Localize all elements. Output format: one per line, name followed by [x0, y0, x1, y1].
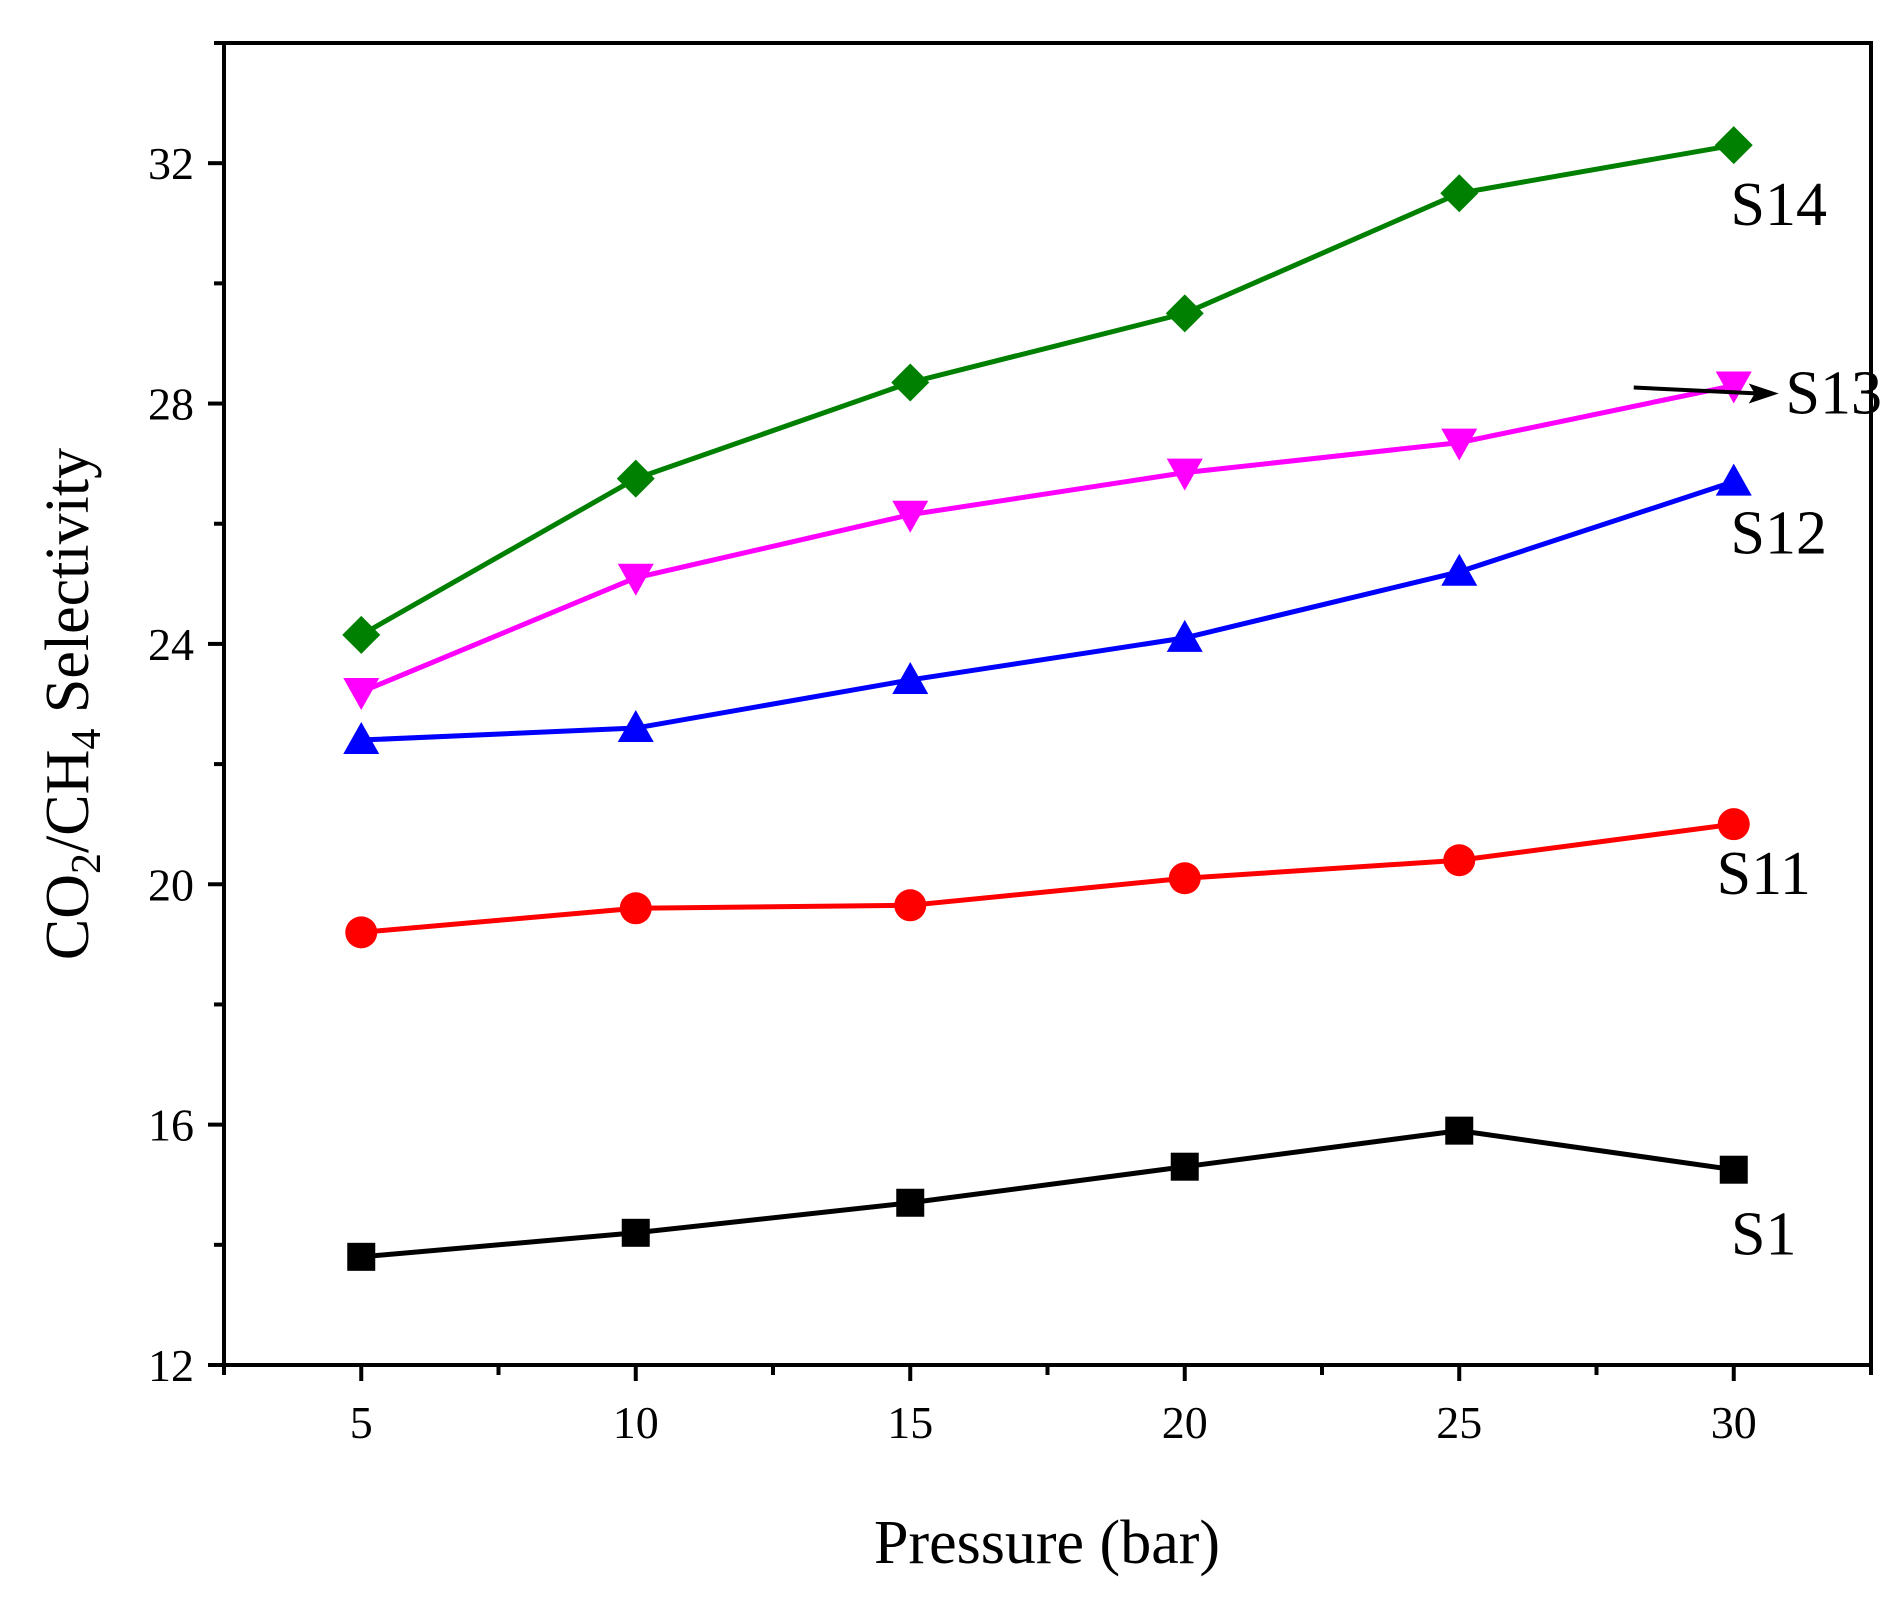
data-point: S13: 30, 28.3: [1715, 371, 1752, 404]
data-point: S14: 15, 28.35: [891, 363, 930, 402]
data-point: S12: 30, 26.7: [1715, 463, 1752, 496]
y-title-subscript: 2: [64, 853, 110, 874]
data-point: S11: 30, 21: [1717, 808, 1750, 841]
y-tick-label: 12: [148, 1340, 194, 1391]
data-point: S1: 5, 13.8: [347, 1242, 376, 1271]
series-label-s13: S13: [1786, 360, 1882, 428]
series-label-s11: S11: [1717, 840, 1811, 908]
data-point: S11: 20, 20.1: [1168, 862, 1201, 895]
y-axis-ticks: 12 16 20 24 28 32: [148, 41, 224, 1391]
data-point: S13: 25, 27.35: [1441, 428, 1478, 461]
x-axis-title: Pressure (bar): [874, 1509, 1220, 1577]
annotation-arrow-head: [1748, 383, 1779, 404]
plot-frame: [222, 41, 1873, 1367]
data-point: S13: 20, 26.85: [1166, 458, 1203, 491]
y-title-text: Selectivity: [34, 448, 102, 729]
data-point: S14: 25, 31.5: [1440, 174, 1479, 213]
series-line: [360, 383, 1735, 695]
data-point: S14: 20, 29.5: [1165, 294, 1204, 333]
x-tick-label: 25: [1436, 1397, 1482, 1448]
series-s11: S11: 5, 19.2 S11: 10, 19.6 S11: 15, 19.65 S…: [345, 808, 1750, 949]
data-point: S12: 25, 25.2: [1441, 553, 1478, 586]
data-point: S12: 15, 23.4: [892, 661, 929, 694]
data-point: S1: 20, 15.3: [1170, 1152, 1199, 1181]
series-s13: S13: 5, 23.2 S13: 10, 25.1 S13: 15, 26.15 S…: [343, 371, 1752, 710]
data-point: S13: 15, 26.15: [892, 500, 929, 533]
x-tick-label: 10: [613, 1397, 659, 1448]
data-point: S12: 20, 24.1: [1166, 619, 1203, 652]
series-line: [361, 479, 1735, 743]
data-point: S12: 10, 22.6: [617, 710, 654, 743]
data-point: S11: 15, 19.65: [894, 889, 927, 922]
series-line: [360, 142, 1735, 638]
y-title-text: CO: [34, 874, 102, 960]
y-tick-label: 28: [148, 379, 194, 430]
series-layer: S1: 5, 13.8 S1: 10, 14.2 S1: 15, 14.7 S1: 2…: [342, 126, 1753, 1271]
x-axis-ticks: 5 10 15 20 25 30: [222, 1365, 1873, 1448]
annotation-layer: S14 S13 S12 S11 S1: [1633, 171, 1882, 1269]
y-tick-label: 24: [148, 619, 194, 670]
data-point: S14: 5, 24.15: [342, 615, 381, 654]
data-point: S11: 10, 19.6: [619, 892, 652, 925]
data-point: S1: 10, 14.2: [621, 1218, 650, 1247]
data-point: S13: 10, 25.1: [617, 563, 654, 596]
x-tick-label: 30: [1711, 1397, 1757, 1448]
data-point: S14: 30, 32.3: [1714, 126, 1753, 165]
series-line: [361, 821, 1735, 935]
x-tick-label: 5: [350, 1397, 373, 1448]
data-point: S14: 10, 26.75: [616, 459, 655, 498]
x-tick-label: 20: [1162, 1397, 1208, 1448]
series-s12: S12: 5, 22.4 S12: 10, 22.6 S12: 15, 23.4 S1…: [343, 463, 1752, 755]
data-point: S11: 25, 20.4: [1443, 844, 1476, 877]
series-label-s1: S1: [1731, 1201, 1796, 1269]
data-point: S12: 5, 22.4: [343, 722, 380, 755]
y-tick-label: 32: [148, 138, 194, 189]
y-axis-title: CO2/CH4 Selectivity: [34, 448, 110, 960]
data-point: S1: 30, 15.25: [1719, 1155, 1748, 1184]
series-s14: S14: 5, 24.15 S14: 10, 26.75 S14: 15, 28.3…: [342, 126, 1753, 654]
series-line: [361, 1128, 1735, 1260]
annotation-arrow-line: [1633, 385, 1759, 396]
y-tick-label: 16: [148, 1100, 194, 1151]
series-s1: S1: 5, 13.8 S1: 10, 14.2 S1: 15, 14.7 S1: 2…: [347, 1116, 1748, 1271]
data-point: S11: 5, 19.2: [345, 916, 378, 949]
y-tick-label: 20: [148, 859, 194, 910]
y-title-text: /CH: [34, 750, 102, 853]
data-point: S1: 15, 14.7: [896, 1188, 925, 1217]
data-point: S1: 25, 15.9: [1445, 1116, 1474, 1145]
y-title-subscript: 4: [64, 729, 110, 750]
x-tick-label: 15: [887, 1397, 933, 1448]
series-label-s14: S14: [1731, 171, 1827, 239]
series-label-s12: S12: [1731, 500, 1827, 568]
data-point: S13: 5, 23.2: [343, 677, 380, 710]
